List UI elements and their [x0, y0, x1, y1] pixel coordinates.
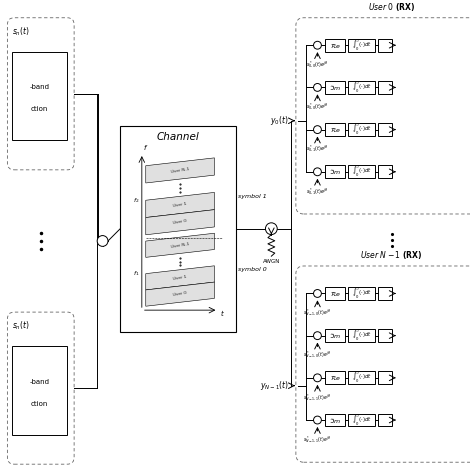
- FancyBboxPatch shape: [325, 81, 345, 94]
- FancyBboxPatch shape: [378, 329, 392, 342]
- Text: $\int_0^T(\cdot)dt$: $\int_0^T(\cdot)dt$: [352, 286, 372, 301]
- FancyBboxPatch shape: [325, 165, 345, 178]
- FancyBboxPatch shape: [378, 414, 392, 427]
- Circle shape: [313, 168, 321, 176]
- FancyBboxPatch shape: [348, 165, 375, 178]
- FancyBboxPatch shape: [348, 81, 375, 94]
- FancyBboxPatch shape: [325, 372, 345, 384]
- Text: User 0: User 0: [173, 291, 187, 297]
- Circle shape: [265, 223, 277, 235]
- Text: symbol 1: symbol 1: [238, 194, 267, 199]
- Circle shape: [313, 374, 321, 382]
- FancyBboxPatch shape: [378, 165, 392, 178]
- Text: Channel: Channel: [157, 132, 200, 143]
- Circle shape: [313, 126, 321, 134]
- FancyBboxPatch shape: [378, 81, 392, 94]
- Text: $\int_0^T(\cdot)dt$: $\int_0^T(\cdot)dt$: [352, 164, 372, 179]
- FancyBboxPatch shape: [348, 372, 375, 384]
- Text: $\Im m$: $\Im m$: [329, 331, 341, 340]
- Circle shape: [97, 236, 108, 246]
- FancyBboxPatch shape: [12, 52, 67, 140]
- Text: -band: -band: [30, 84, 50, 91]
- Text: $\int_0^T(\cdot)dt$: $\int_0^T(\cdot)dt$: [352, 412, 372, 428]
- Text: ction: ction: [31, 401, 48, 407]
- Text: $s^*_{N-1,0}(t)e^{j\theta}$: $s^*_{N-1,0}(t)e^{j\theta}$: [303, 308, 331, 318]
- Text: $\Im m$: $\Im m$: [329, 416, 341, 425]
- Text: $\it{User}\ 0\ \mathbf{(RX)}$: $\it{User}\ 0\ \mathbf{(RX)}$: [368, 1, 415, 13]
- FancyBboxPatch shape: [325, 39, 345, 52]
- Text: $\Im m$: $\Im m$: [329, 83, 341, 92]
- Text: $\int_0^T(\cdot)dt$: $\int_0^T(\cdot)dt$: [352, 328, 372, 343]
- Circle shape: [313, 416, 321, 424]
- Text: $s^*_{0,0}(t)e^{j\theta}$: $s^*_{0,0}(t)e^{j\theta}$: [306, 102, 329, 112]
- Text: $\Im m$: $\Im m$: [329, 167, 341, 176]
- Polygon shape: [146, 210, 214, 235]
- Text: $\int_0^T(\cdot)dt$: $\int_0^T(\cdot)dt$: [352, 122, 372, 137]
- Text: $f_2$: $f_2$: [133, 196, 140, 205]
- FancyBboxPatch shape: [378, 123, 392, 136]
- FancyBboxPatch shape: [348, 287, 375, 300]
- Text: $\mathcal{R}e$: $\mathcal{R}e$: [330, 41, 340, 50]
- Text: t: t: [220, 311, 223, 317]
- Circle shape: [313, 83, 321, 91]
- FancyBboxPatch shape: [325, 123, 345, 136]
- Text: User N-1: User N-1: [171, 167, 190, 174]
- Text: $s^*_{0,1}(t)e^{j\theta}$: $s^*_{0,1}(t)e^{j\theta}$: [306, 144, 329, 155]
- Text: -band: -band: [30, 379, 50, 385]
- Text: $s^*_{N-1,1}(t)e^{j\theta}$: $s^*_{N-1,1}(t)e^{j\theta}$: [303, 435, 331, 445]
- Text: $s^*_{N-1,1}(t)e^{j\theta}$: $s^*_{N-1,1}(t)e^{j\theta}$: [303, 392, 331, 402]
- Polygon shape: [146, 158, 214, 183]
- FancyBboxPatch shape: [348, 414, 375, 427]
- Polygon shape: [146, 282, 214, 306]
- Text: symbol 0: symbol 0: [238, 267, 267, 272]
- FancyBboxPatch shape: [348, 39, 375, 52]
- Polygon shape: [146, 192, 214, 218]
- FancyBboxPatch shape: [348, 123, 375, 136]
- Text: $s^*_{0,0}(t)e^{j\theta}$: $s^*_{0,0}(t)e^{j\theta}$: [306, 60, 329, 70]
- FancyBboxPatch shape: [378, 372, 392, 384]
- Circle shape: [313, 290, 321, 297]
- Text: $s^*_{0,1}(t)e^{j\theta}$: $s^*_{0,1}(t)e^{j\theta}$: [306, 186, 329, 197]
- Text: User 0: User 0: [173, 219, 187, 225]
- Text: f: f: [144, 145, 146, 151]
- Text: User 1: User 1: [173, 202, 187, 208]
- Text: $\int_0^T(\cdot)dt$: $\int_0^T(\cdot)dt$: [352, 370, 372, 385]
- Text: $\int_0^T(\cdot)dt$: $\int_0^T(\cdot)dt$: [352, 37, 372, 53]
- Text: $\it{User}\ N-1\ \mathbf{(RX)}$: $\it{User}\ N-1\ \mathbf{(RX)}$: [360, 249, 423, 261]
- Text: $f_1$: $f_1$: [133, 269, 140, 278]
- Text: $y_{N-1}(t)$: $y_{N-1}(t)$: [260, 379, 289, 392]
- FancyBboxPatch shape: [12, 346, 67, 435]
- Text: $s_n(t)$: $s_n(t)$: [12, 26, 30, 38]
- Text: $\mathcal{R}e$: $\mathcal{R}e$: [330, 374, 340, 383]
- Text: $\mathcal{R}e$: $\mathcal{R}e$: [330, 289, 340, 298]
- FancyBboxPatch shape: [325, 329, 345, 342]
- Text: $s^*_{N-1,0}(t)e^{j\theta}$: $s^*_{N-1,0}(t)e^{j\theta}$: [303, 350, 331, 360]
- FancyBboxPatch shape: [325, 287, 345, 300]
- FancyBboxPatch shape: [378, 287, 392, 300]
- Text: User 1: User 1: [173, 275, 187, 281]
- Text: $s_n(t)$: $s_n(t)$: [12, 320, 30, 332]
- Text: ction: ction: [31, 107, 48, 112]
- Text: User N-1: User N-1: [171, 242, 190, 249]
- Circle shape: [313, 332, 321, 339]
- Text: $\mathcal{R}e$: $\mathcal{R}e$: [330, 125, 340, 134]
- FancyBboxPatch shape: [120, 126, 236, 332]
- Circle shape: [313, 41, 321, 49]
- Text: AWGN: AWGN: [263, 259, 280, 264]
- Text: $y_0(t)$: $y_0(t)$: [270, 114, 289, 128]
- Polygon shape: [146, 233, 214, 257]
- FancyBboxPatch shape: [348, 329, 375, 342]
- FancyBboxPatch shape: [325, 414, 345, 427]
- Text: $\int_0^T(\cdot)dt$: $\int_0^T(\cdot)dt$: [352, 80, 372, 95]
- Polygon shape: [146, 266, 214, 290]
- FancyBboxPatch shape: [378, 39, 392, 52]
